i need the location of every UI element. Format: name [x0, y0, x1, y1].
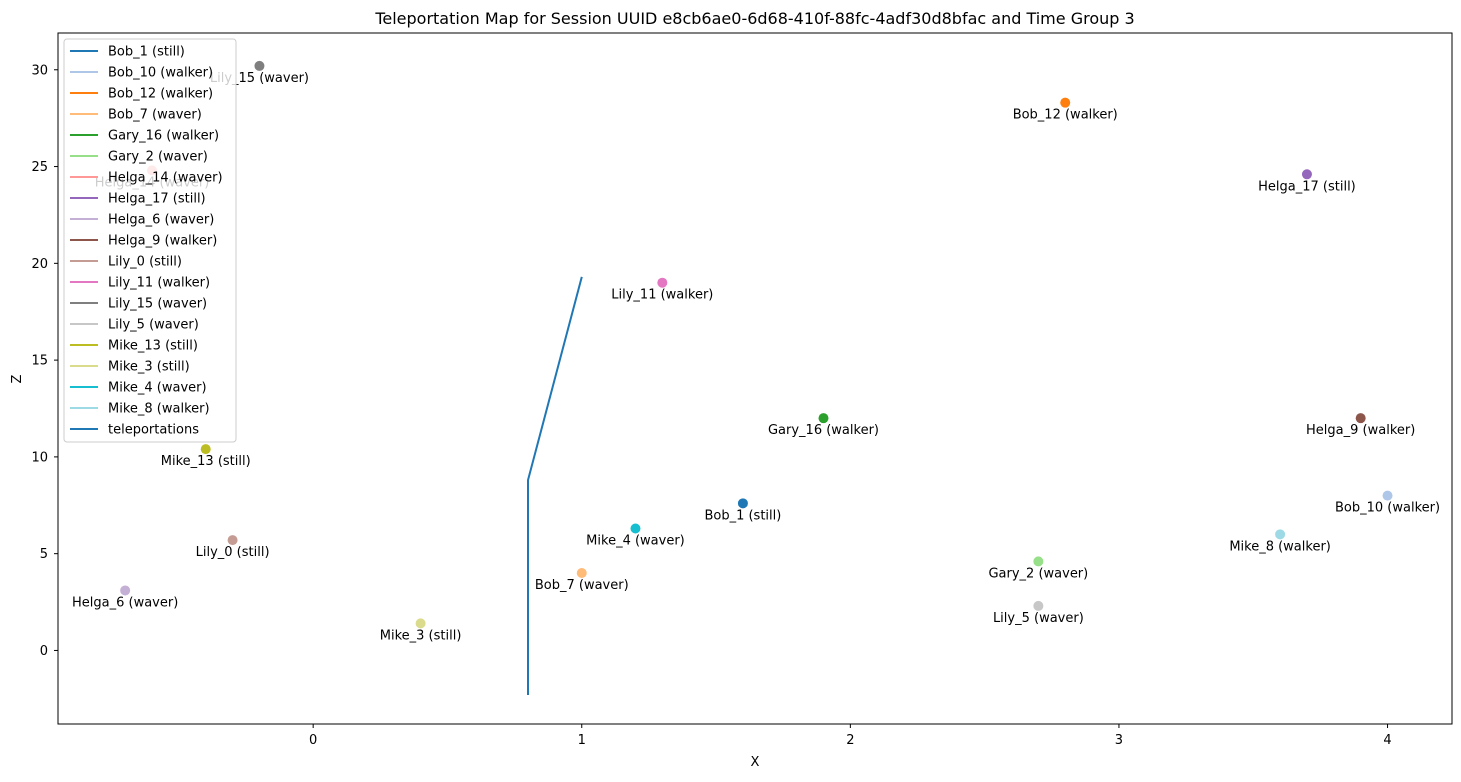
legend-label: teleportations	[108, 423, 199, 438]
axis-ticks: 0 1 2 3 4 0 5 10 15 20 25 30	[31, 63, 1391, 748]
scatter-point	[657, 277, 668, 288]
scatter-point	[1301, 169, 1312, 180]
x-axis-label: X	[751, 755, 760, 770]
point-label: Mike_4 (waver)	[586, 534, 685, 549]
y-tick-label: 25	[31, 160, 48, 175]
point-label: Mike_13 (still)	[161, 454, 251, 469]
scatter-point	[1382, 490, 1393, 501]
y-tick-label: 20	[31, 257, 48, 272]
y-tick-label: 30	[31, 63, 48, 78]
legend-label: Bob_7 (waver)	[108, 108, 202, 123]
point-label: Helga_6 (waver)	[72, 595, 178, 610]
legend-label: Helga_17 (still)	[108, 192, 206, 207]
teleportation-line	[527, 276, 583, 695]
legend-label: Bob_12 (walker)	[108, 87, 213, 102]
teleportation-path-layer	[527, 276, 583, 695]
point-label: Lily_5 (waver)	[993, 611, 1084, 626]
y-tick-label: 5	[40, 547, 48, 562]
legend-label: Mike_8 (walker)	[108, 402, 210, 417]
legend-label: Helga_14 (waver)	[108, 171, 223, 186]
scatter-point	[1033, 556, 1044, 567]
legend-label: Lily_0 (still)	[108, 255, 182, 270]
point-label: Gary_16 (walker)	[768, 423, 879, 438]
point-label: Bob_7 (waver)	[535, 578, 629, 593]
plot-area	[57, 32, 1453, 725]
point-label: Bob_1 (still)	[704, 508, 781, 523]
scatter-point	[576, 568, 587, 579]
legend-box	[63, 38, 237, 443]
chart-title: Teleportation Map for Session UUID e8cb6…	[374, 9, 1134, 28]
legend-label: Bob_1 (still)	[108, 45, 185, 60]
scatter-point	[1355, 413, 1366, 424]
legend-label: Gary_2 (waver)	[108, 150, 208, 165]
point-label: Helga_9 (walker)	[1306, 423, 1415, 438]
legend-label: Gary_16 (walker)	[108, 129, 219, 144]
legend-label: Lily_15 (waver)	[108, 297, 207, 312]
y-axis-label: Z	[10, 374, 25, 383]
point-label: Mike_3 (still)	[380, 628, 462, 643]
point-label: Bob_12 (walker)	[1013, 108, 1118, 123]
legend-label: Mike_4 (waver)	[108, 381, 207, 396]
point-label: Lily_0 (still)	[196, 545, 270, 560]
legend-label: Mike_13 (still)	[108, 339, 198, 354]
y-tick-label: 10	[31, 450, 48, 465]
scatter-point	[254, 60, 265, 71]
legend-label: Mike_3 (still)	[108, 360, 190, 375]
legend-label: Helga_9 (walker)	[108, 234, 217, 249]
x-tick-label: 3	[1115, 733, 1123, 748]
scatter-point	[1033, 600, 1044, 611]
point-label: Mike_8 (walker)	[1229, 539, 1331, 554]
y-tick-label: 0	[40, 644, 48, 659]
x-tick-label: 1	[578, 733, 586, 748]
scatter-point	[200, 444, 211, 455]
legend-label: Lily_11 (walker)	[108, 276, 210, 291]
legend-label: Lily_5 (waver)	[108, 318, 199, 333]
scatter-point	[415, 618, 426, 629]
legend: Bob_1 (still) Bob_10 (walker) Bob_12 (walk…	[63, 38, 237, 443]
point-label: Gary_2 (waver)	[988, 566, 1088, 581]
scatter-point	[818, 413, 829, 424]
y-tick-label: 15	[31, 354, 48, 369]
scatter-point	[737, 498, 748, 509]
scatter-point	[227, 535, 238, 546]
scatter-point	[120, 585, 131, 596]
point-label: Lily_11 (walker)	[611, 288, 713, 303]
point-label: Helga_17 (still)	[1258, 179, 1356, 194]
x-tick-label: 0	[309, 733, 317, 748]
legend-label: Helga_6 (waver)	[108, 213, 214, 228]
x-tick-label: 4	[1383, 733, 1391, 748]
x-tick-label: 2	[846, 733, 854, 748]
point-label: Bob_10 (walker)	[1335, 501, 1440, 516]
scatter-point	[1060, 97, 1071, 108]
scatter-point	[630, 523, 641, 534]
scatter-point	[1275, 529, 1286, 540]
legend-label: Bob_10 (walker)	[108, 66, 213, 81]
